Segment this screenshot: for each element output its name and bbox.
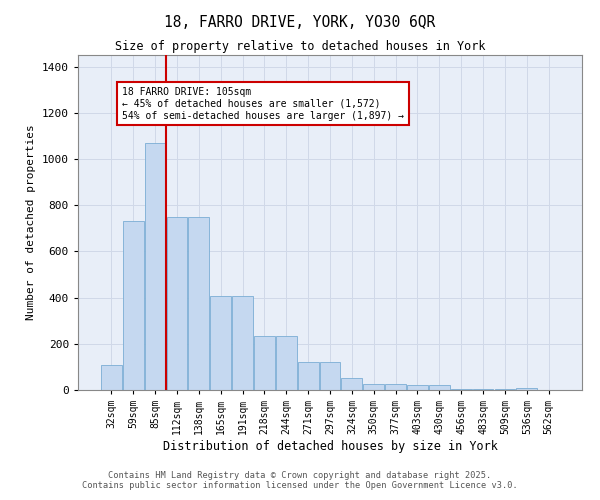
Bar [341, 378, 362, 390]
Text: 18 FARRO DRIVE: 105sqm
← 45% of detached houses are smaller (1,572)
54% of semi-: 18 FARRO DRIVE: 105sqm ← 45% of detached… [122, 88, 404, 120]
Bar [494, 389, 515, 390]
X-axis label: Distribution of detached houses by size in York: Distribution of detached houses by size … [163, 440, 497, 453]
Bar [210, 296, 231, 390]
Text: Contains HM Land Registry data © Crown copyright and database right 2025.
Contai: Contains HM Land Registry data © Crown c… [82, 470, 518, 490]
Bar [385, 384, 406, 390]
Bar [298, 362, 319, 390]
Bar [188, 216, 209, 390]
Bar [320, 362, 340, 390]
Y-axis label: Number of detached properties: Number of detached properties [26, 124, 37, 320]
Bar [101, 364, 122, 390]
Bar [167, 216, 187, 390]
Bar [517, 388, 537, 390]
Bar [232, 296, 253, 390]
Bar [473, 389, 493, 390]
Bar [254, 336, 275, 390]
Bar [451, 389, 472, 390]
Bar [364, 384, 384, 390]
Text: 18, FARRO DRIVE, YORK, YO30 6QR: 18, FARRO DRIVE, YORK, YO30 6QR [164, 15, 436, 30]
Text: Size of property relative to detached houses in York: Size of property relative to detached ho… [115, 40, 485, 53]
Bar [123, 222, 143, 390]
Bar [276, 336, 296, 390]
Bar [429, 386, 450, 390]
Bar [407, 386, 428, 390]
Bar [145, 143, 166, 390]
